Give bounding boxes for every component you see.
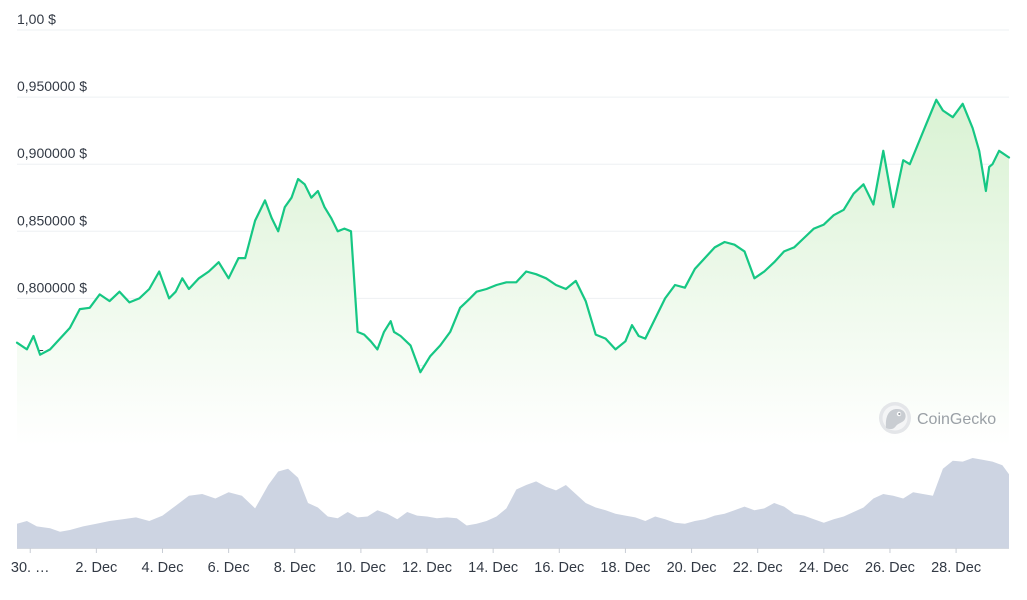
x-tick-label: 2. Dec: [75, 560, 117, 576]
x-tick-label: 18. Dec: [600, 560, 650, 576]
x-axis-tick-labels: 30. … 2. Dec 4. Dec 6. Dec 8. Dec 10. Dec 12. …: [11, 548, 981, 576]
y-tick-label: 0,850000 $: [17, 212, 87, 228]
x-tick-label: 24. Dec: [799, 560, 849, 576]
y-tick-label: 0,950000 $: [17, 78, 87, 94]
y-tick-label: 0,800000 $: [17, 279, 87, 295]
x-tick-label: 14. Dec: [468, 560, 518, 576]
x-tick-label: 20. Dec: [667, 560, 717, 576]
volume-area-path: [17, 458, 1009, 548]
y-tick-label: 0,900000 $: [17, 145, 87, 161]
x-tick-label: 12. Dec: [402, 560, 452, 576]
price-line: [15, 98, 1011, 374]
x-tick-label: 16. Dec: [534, 560, 584, 576]
watermark-brand-text: CoinGecko: [917, 411, 996, 428]
x-tick-label: 8. Dec: [274, 560, 316, 576]
x-tick-label: 26. Dec: [865, 560, 915, 576]
x-tick-label: 28. Dec: [931, 560, 981, 576]
x-tick-label: 4. Dec: [142, 560, 184, 576]
volume-area: [17, 458, 1009, 548]
price-series: [15, 98, 1011, 447]
y-tick-label: 1,00 $: [17, 11, 56, 27]
coingecko-watermark: CoinGecko: [879, 402, 996, 434]
x-tick-label: 10. Dec: [336, 560, 386, 576]
x-tick-label: 6. Dec: [208, 560, 250, 576]
gecko-logo-icon: [879, 402, 911, 434]
price-area-fill: [17, 99, 1009, 447]
x-tick-label: 30. …: [11, 560, 50, 576]
x-tick-label: 22. Dec: [733, 560, 783, 576]
